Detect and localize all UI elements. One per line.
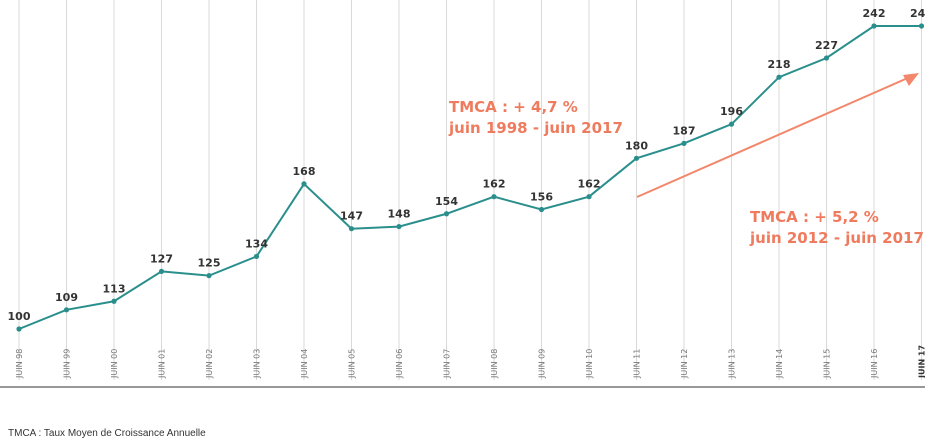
- data-point: [586, 194, 592, 200]
- data-point: [538, 206, 545, 213]
- x-tick-label: JUIN 98: [15, 349, 24, 379]
- x-tick-label: JUIN 09: [538, 349, 547, 379]
- x-tick-labels: JUIN 98 JUIN 99 JUIN 00 JUIN 01 JUIN 02 JUIN …: [15, 345, 925, 379]
- annotation-recent-rate: TMCA : + 5,2 %: [750, 208, 879, 226]
- annotation-overall-rate: TMCA : + 4,7 %: [449, 98, 578, 116]
- x-tick-label: JUIN 10: [585, 349, 594, 379]
- data-point: [348, 226, 355, 232]
- x-tick-label: JUIN 14: [775, 349, 784, 379]
- x-tick-label: JUIN 99: [63, 349, 72, 379]
- annotation-recent: TMCA : + 5,2 % juin 2012 - juin 2017: [750, 207, 924, 249]
- data-point: [491, 194, 497, 200]
- x-tick-label: JUIN 13: [728, 349, 737, 379]
- data-label: 180: [625, 139, 648, 152]
- x-tick-label: JUIN 06: [395, 349, 404, 379]
- data-label: 162: [578, 178, 601, 191]
- data-points: [16, 23, 925, 332]
- data-point: [301, 181, 307, 187]
- grid-lines: [18, 0, 922, 380]
- x-tick-label: JUIN 05: [348, 349, 357, 379]
- data-point: [823, 55, 830, 61]
- x-tick-label: JUIN 16: [870, 349, 879, 379]
- data-point: [158, 268, 165, 274]
- x-tick-label: JUIN 02: [205, 349, 214, 379]
- data-label: 113: [103, 282, 126, 295]
- data-label: 147: [340, 210, 363, 223]
- data-label: 196: [720, 105, 743, 118]
- data-labels: 100 109 113 127 125 134 168 147 148 154 162 156 162 1…: [8, 7, 925, 323]
- data-label: 127: [150, 252, 173, 265]
- footnote: TMCA : Taux Moyen de Croissance Annuelle: [8, 428, 206, 439]
- data-label: 242: [910, 7, 925, 20]
- x-tick-label: JUIN 07: [443, 349, 452, 379]
- data-point: [253, 253, 260, 260]
- data-label: 109: [55, 291, 78, 304]
- x-tick-label: JUIN 17: [918, 345, 925, 379]
- annotation-overall: TMCA : + 4,7 % juin 1998 - juin 2017: [449, 97, 623, 139]
- data-label: 125: [198, 257, 221, 270]
- data-point: [776, 74, 782, 80]
- data-point: [871, 23, 877, 29]
- data-label: 162: [483, 178, 506, 191]
- data-label: 227: [815, 39, 838, 52]
- x-tick-label: JUIN 04: [300, 349, 309, 379]
- x-tick-label: JUIN 11: [633, 349, 642, 379]
- series-line: [18, 25, 922, 330]
- data-point: [443, 211, 450, 217]
- data-label: 154: [435, 195, 458, 208]
- data-label: 242: [863, 7, 886, 20]
- data-point: [111, 298, 117, 304]
- data-label: 218: [768, 58, 791, 71]
- x-tick-label: JUIN 08: [490, 349, 499, 379]
- data-point: [728, 121, 735, 127]
- data-label: 100: [8, 310, 31, 323]
- annotation-overall-period: juin 1998 - juin 2017: [449, 119, 623, 137]
- data-label: 168: [293, 165, 316, 178]
- trend-arrow: [636, 76, 911, 198]
- data-label: 156: [530, 191, 553, 204]
- annotation-recent-period: juin 2012 - juin 2017: [750, 229, 924, 247]
- x-tick-label: JUIN 00: [110, 349, 119, 379]
- x-tick-label: JUIN 03: [253, 349, 262, 379]
- data-point: [63, 307, 70, 313]
- data-point: [16, 326, 22, 332]
- data-point: [918, 23, 925, 29]
- data-label: 148: [388, 208, 411, 221]
- trend-arrow-head: [903, 73, 919, 86]
- data-label: 134: [245, 237, 268, 250]
- data-point: [633, 155, 640, 161]
- data-point: [206, 273, 212, 279]
- data-label: 187: [673, 124, 696, 137]
- x-tick-label: JUIN 15: [823, 349, 832, 379]
- x-tick-label: JUIN 12: [680, 349, 689, 379]
- data-point: [681, 140, 687, 146]
- x-tick-label: JUIN 01: [158, 349, 167, 379]
- data-point: [396, 223, 402, 230]
